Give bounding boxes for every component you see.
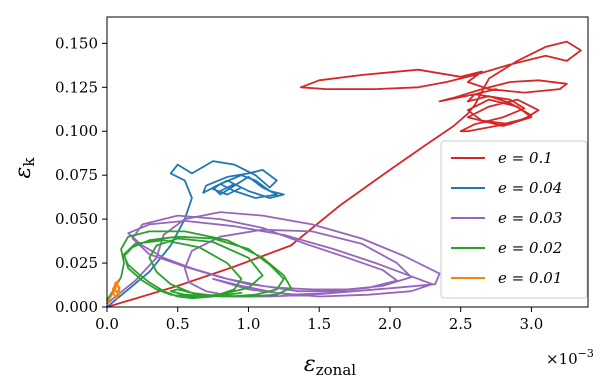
x-tick-label: 2.0	[378, 315, 402, 333]
series-line-3	[106, 230, 292, 301]
x-tick-label: 3.0	[519, 315, 543, 333]
y-tick-label: 0.100	[55, 122, 98, 140]
series-line-1	[106, 160, 285, 308]
y-axis-label: εk	[11, 157, 38, 179]
x-tick-label: 1.5	[307, 315, 331, 333]
plot-frame	[106, 16, 589, 308]
x-axis-multiplier-exponent: −3	[578, 347, 594, 360]
x-tick-label: 1.0	[237, 315, 261, 333]
legend-box	[440, 140, 588, 299]
legend-label-1: e = 0.04	[498, 179, 562, 197]
x-axis-label-main: ε	[304, 352, 316, 377]
x-tick-label: 2.5	[449, 315, 473, 333]
series-line-0	[106, 40, 582, 308]
y-tick-label: 0.000	[55, 298, 98, 316]
legend-label-0: e = 0.1	[498, 149, 553, 167]
x-axis-multiplier: ×10−3	[546, 347, 594, 368]
x-axis-label: εzonal	[304, 352, 356, 379]
x-axis-label-sub: zonal	[316, 361, 357, 379]
legend-items: e = 0.1 e = 0.04 e = 0.03 e = 0.02 e = 0.01	[451, 149, 562, 287]
x-tick-label: 0.0	[95, 315, 119, 333]
y-axis-ticks: 0.000 0.025 0.050 0.075 0.100 0.125 0.150	[55, 34, 107, 316]
series-line-4	[106, 279, 121, 305]
x-axis-multiplier-base: ×10	[546, 350, 578, 368]
y-tick-label: 0.050	[55, 210, 98, 228]
y-tick-label: 0.025	[55, 254, 98, 272]
y-tick-label: 0.075	[55, 166, 98, 184]
y-axis-label-main: ε	[11, 167, 36, 179]
y-axis-label-sub: k	[20, 157, 38, 167]
x-tick-label: 0.5	[166, 315, 190, 333]
x-axis-ticks: 0.0 0.5 1.0 1.5 2.0 2.5 3.0	[95, 307, 543, 333]
legend-label-3: e = 0.02	[498, 239, 562, 257]
series-layer	[106, 40, 582, 308]
legend: e = 0.1 e = 0.04 e = 0.03 e = 0.02 e = 0.01	[440, 140, 588, 299]
legend-label-2: e = 0.03	[498, 209, 562, 227]
y-tick-label: 0.150	[55, 34, 98, 52]
y-tick-label: 0.125	[55, 78, 98, 96]
legend-label-4: e = 0.01	[498, 269, 562, 287]
series-line-2	[106, 211, 441, 305]
